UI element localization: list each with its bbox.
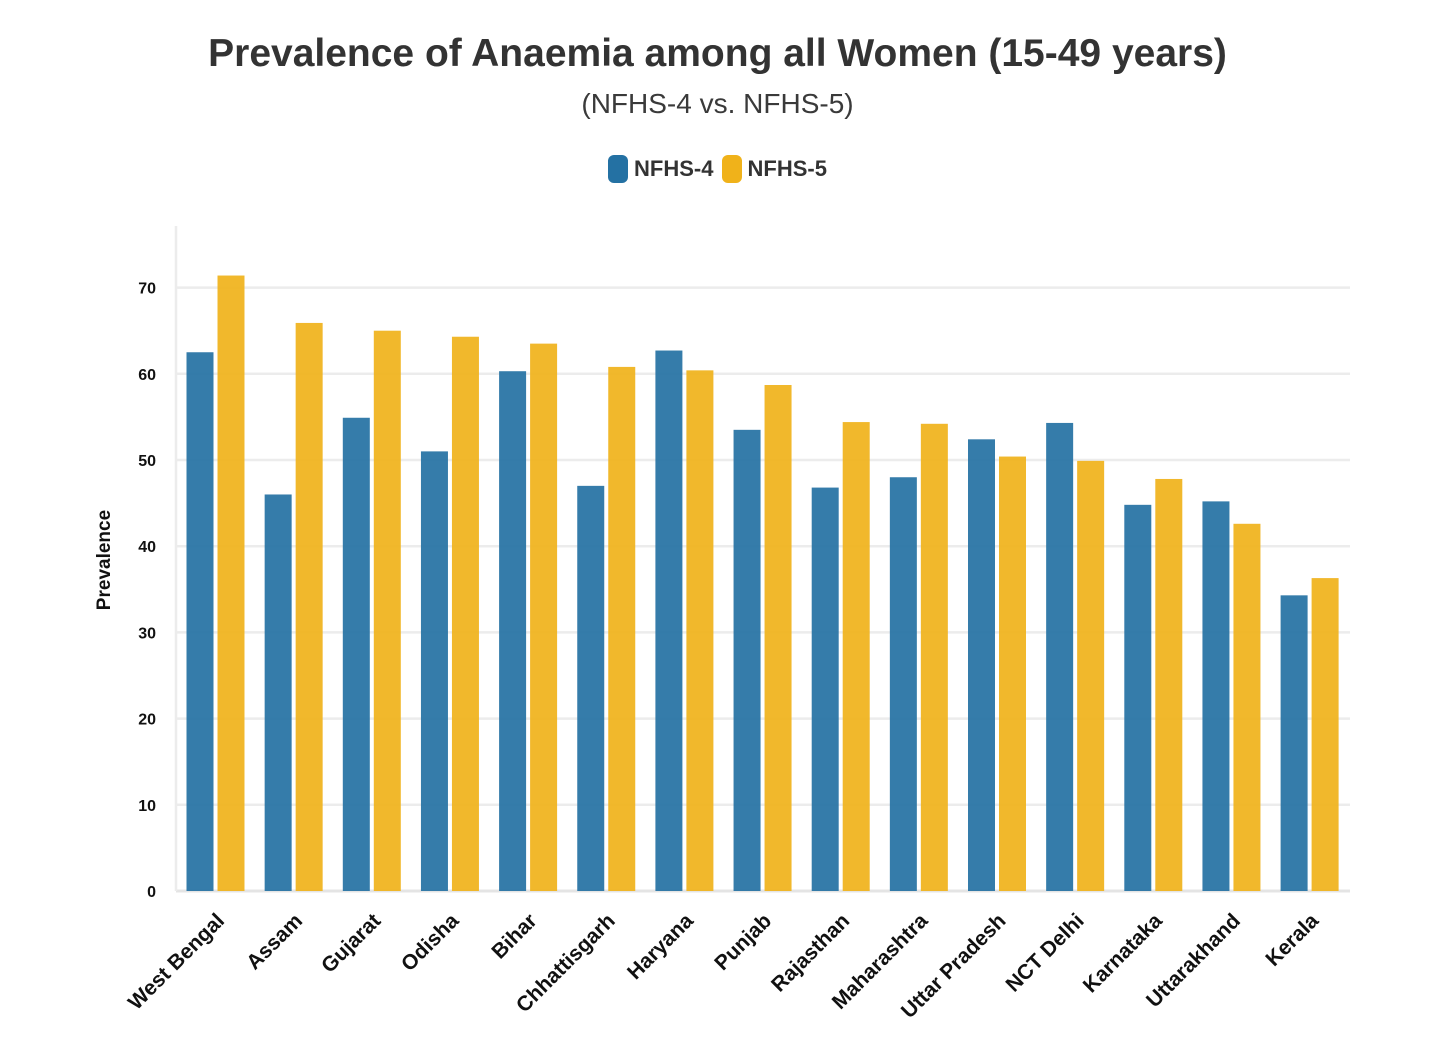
legend-label-nfhs4: NFHS-4 bbox=[634, 156, 714, 181]
x-tick-label: West Bengal bbox=[124, 909, 229, 1014]
bar-nfhs4-chhattisgarh[interactable] bbox=[577, 485, 605, 891]
bar-nfhs5-bihar[interactable] bbox=[530, 343, 558, 891]
bar-nfhs4-bihar[interactable] bbox=[499, 371, 527, 891]
bar-nfhs5-haryana[interactable] bbox=[686, 370, 714, 891]
bar-nfhs4-haryana[interactable] bbox=[655, 350, 683, 891]
y-tick-label: 70 bbox=[138, 281, 156, 298]
legend-item-nfhs5[interactable]: NFHS-5 bbox=[721, 155, 827, 183]
y-tick-label: 10 bbox=[138, 798, 156, 815]
grid-lines bbox=[176, 286, 1350, 893]
bar-nfhs5-punjab[interactable] bbox=[764, 385, 792, 891]
y-tick-label: 60 bbox=[138, 367, 156, 384]
legend: NFHS-4 NFHS-5 bbox=[0, 155, 1435, 183]
bar-nfhs5-maharashtra[interactable] bbox=[920, 423, 948, 891]
bar-nfhs5-uttarakhand[interactable] bbox=[1233, 523, 1261, 891]
bar-nfhs5-west-bengal[interactable] bbox=[217, 275, 245, 892]
bar-nfhs5-assam[interactable] bbox=[295, 322, 323, 891]
bar-nfhs5-rajasthan[interactable] bbox=[842, 422, 870, 891]
bar-nfhs5-nct-delhi[interactable] bbox=[1077, 460, 1105, 891]
bar-nfhs4-nct-delhi[interactable] bbox=[1046, 422, 1074, 891]
legend-item-nfhs4[interactable]: NFHS-4 bbox=[608, 155, 714, 183]
bar-nfhs4-kerala[interactable] bbox=[1280, 595, 1308, 891]
bar-nfhs5-gujarat[interactable] bbox=[373, 330, 401, 891]
legend-swatch-nfhs4 bbox=[608, 155, 629, 183]
y-tick-label: 40 bbox=[138, 539, 156, 556]
bar-nfhs4-rajasthan[interactable] bbox=[811, 487, 839, 891]
bar-nfhs5-uttar-pradesh[interactable] bbox=[999, 456, 1026, 891]
y-axis-label: Prevalence bbox=[94, 510, 115, 610]
y-tick-label: 30 bbox=[138, 625, 156, 642]
bar-nfhs4-west-bengal[interactable] bbox=[186, 352, 214, 891]
bar-nfhs4-uttar-pradesh[interactable] bbox=[968, 439, 995, 891]
x-tick-label: Odisha bbox=[397, 909, 464, 976]
x-tick-label: Bihar bbox=[487, 909, 541, 963]
x-tick-label: Punjab bbox=[710, 909, 776, 975]
legend-label-nfhs5: NFHS-5 bbox=[747, 156, 827, 181]
bar-nfhs5-kerala[interactable] bbox=[1311, 578, 1339, 891]
x-tick-label: Kerala bbox=[1261, 909, 1323, 971]
bar-nfhs5-chhattisgarh[interactable] bbox=[608, 366, 636, 891]
bars bbox=[186, 275, 1339, 892]
bar-nfhs4-gujarat[interactable] bbox=[342, 417, 370, 891]
bar-nfhs4-uttarakhand[interactable] bbox=[1202, 501, 1230, 891]
y-tick-label: 50 bbox=[138, 453, 156, 470]
y-tick-label: 20 bbox=[138, 712, 156, 729]
x-tick-label: NCT Delhi bbox=[1001, 909, 1088, 996]
y-tick-label: 0 bbox=[147, 884, 156, 901]
bar-nfhs4-maharashtra[interactable] bbox=[889, 477, 917, 891]
x-tick-label: Gujarat bbox=[317, 909, 385, 977]
chart-subtitle: (NFHS-4 vs. NFHS-5) bbox=[581, 88, 854, 119]
bar-nfhs4-assam[interactable] bbox=[264, 494, 292, 891]
chart-title: Prevalence of Anaemia among all Women (1… bbox=[208, 32, 1227, 75]
bar-nfhs5-odisha[interactable] bbox=[451, 336, 479, 891]
x-tick-label: Assam bbox=[242, 909, 307, 974]
x-tick-label: Haryana bbox=[623, 909, 698, 984]
legend-swatch-nfhs5 bbox=[721, 155, 742, 183]
bar-nfhs4-odisha[interactable] bbox=[420, 451, 448, 891]
bar-nfhs4-punjab[interactable] bbox=[733, 429, 761, 891]
bar-nfhs5-karnataka[interactable] bbox=[1155, 478, 1183, 891]
bar-nfhs4-karnataka[interactable] bbox=[1124, 504, 1152, 891]
